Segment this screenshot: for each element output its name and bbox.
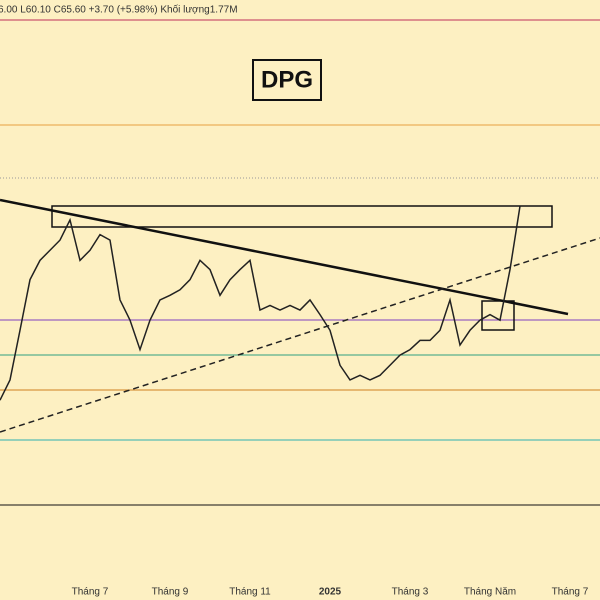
trend-line bbox=[0, 237, 600, 433]
zone-box bbox=[481, 300, 515, 331]
x-tick-label: Tháng Năm bbox=[464, 587, 516, 598]
price-line bbox=[0, 205, 521, 401]
x-tick-label: Tháng 9 bbox=[152, 587, 189, 598]
x-tick-label: Tháng 11 bbox=[229, 587, 271, 598]
zone-box bbox=[51, 205, 553, 228]
ohlc-header: 6.00 L60.10 C65.60 +3.70 (+5.98%) Khối l… bbox=[0, 4, 238, 16]
x-tick-label: Tháng 7 bbox=[552, 587, 589, 598]
trend-line bbox=[0, 198, 569, 316]
ticker-box bbox=[252, 59, 322, 101]
x-tick-label: Tháng 7 bbox=[72, 587, 109, 598]
x-tick-label: 2025 bbox=[319, 587, 342, 598]
ticker: DPG bbox=[261, 66, 313, 93]
x-tick-label: Tháng 3 bbox=[392, 587, 429, 598]
